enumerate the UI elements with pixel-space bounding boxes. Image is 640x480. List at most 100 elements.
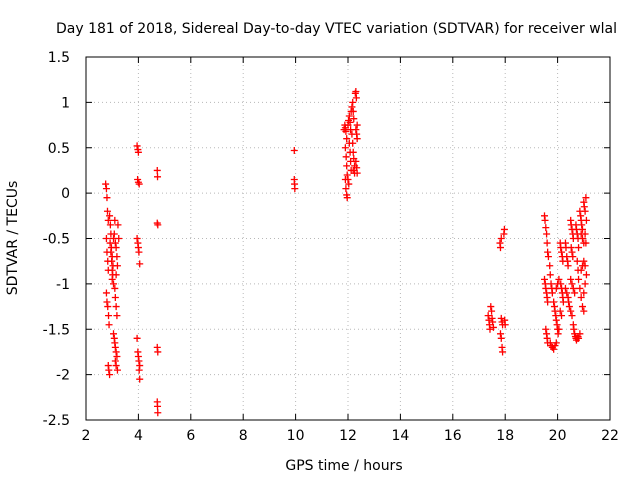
data-point xyxy=(352,87,360,95)
data-point xyxy=(352,157,360,165)
data-point xyxy=(575,244,583,252)
data-point xyxy=(577,293,585,301)
data-point xyxy=(567,244,575,252)
data-point xyxy=(103,298,111,306)
data-point xyxy=(154,409,162,417)
data-point xyxy=(548,289,556,297)
y-tick-labels: -2.5 -2 -1.5 -1 -0.5 0 0.5 1 1.5 xyxy=(43,50,70,429)
data-point xyxy=(580,307,588,315)
data-point xyxy=(563,253,571,261)
data-point xyxy=(572,225,580,233)
data-point xyxy=(106,212,114,220)
x-tick-label: 2 xyxy=(82,428,91,444)
x-tick-label: 18 xyxy=(496,428,514,444)
data-point xyxy=(568,312,576,320)
data-point xyxy=(342,185,350,193)
data-point xyxy=(568,248,576,256)
data-point xyxy=(114,221,122,229)
data-point xyxy=(353,135,361,143)
data-point xyxy=(134,148,142,156)
data-point xyxy=(489,318,497,326)
data-point xyxy=(547,280,555,288)
data-point xyxy=(546,271,554,279)
data-point xyxy=(135,180,143,188)
data-point xyxy=(105,321,113,329)
data-point xyxy=(558,248,566,256)
data-point xyxy=(154,221,162,229)
data-point xyxy=(342,127,350,135)
data-point xyxy=(575,334,583,342)
data-point xyxy=(343,171,351,179)
data-point xyxy=(102,235,110,242)
data-point xyxy=(487,303,495,311)
data-point xyxy=(541,216,549,224)
data-point xyxy=(102,289,110,297)
data-point xyxy=(582,271,590,279)
data-point xyxy=(577,266,585,274)
y-tick-label: 0.5 xyxy=(48,141,70,157)
x-tick-label: 22 xyxy=(601,428,619,444)
data-point xyxy=(578,221,586,229)
data-point xyxy=(499,348,507,356)
data-point xyxy=(497,334,505,342)
data-point xyxy=(552,339,560,347)
data-point xyxy=(108,275,116,283)
data-point xyxy=(568,280,576,288)
data-point xyxy=(105,312,113,320)
data-point xyxy=(290,146,298,154)
chart-title: Day 181 of 2018, Sidereal Day-to-day VTE… xyxy=(56,21,617,37)
y-tick-label: -0.5 xyxy=(43,232,70,248)
data-point xyxy=(349,148,357,156)
data-point xyxy=(569,284,577,292)
data-point xyxy=(112,244,120,252)
data-point xyxy=(576,330,584,338)
x-tick-labels: 2 4 6 8 10 12 14 16 18 20 22 xyxy=(82,428,619,444)
data-point xyxy=(578,235,586,242)
data-point xyxy=(544,253,552,261)
data-point xyxy=(582,216,590,224)
data-point xyxy=(350,115,358,123)
data-point xyxy=(135,248,143,256)
data-point xyxy=(565,298,573,306)
data-point xyxy=(113,366,121,374)
data-point xyxy=(106,371,114,379)
data-point xyxy=(352,126,360,134)
data-point xyxy=(578,225,586,233)
data-point xyxy=(135,357,143,365)
data-point xyxy=(105,366,113,374)
data-point xyxy=(555,325,563,333)
data-point xyxy=(104,216,112,224)
data-point xyxy=(581,230,589,238)
data-point xyxy=(349,98,357,106)
x-tick-label: 20 xyxy=(549,428,567,444)
data-point xyxy=(112,362,120,370)
data-point xyxy=(564,262,572,270)
data-point xyxy=(133,334,141,342)
x-tick-label: 14 xyxy=(391,428,409,444)
data-point xyxy=(488,307,496,315)
x-axis-label: GPS time / hours xyxy=(285,458,402,474)
data-point xyxy=(346,118,354,126)
data-point xyxy=(557,280,565,288)
plot-frame xyxy=(85,56,611,421)
data-point xyxy=(544,298,552,306)
y-tick-label: -1 xyxy=(56,277,70,293)
x-tick-label: 16 xyxy=(444,428,462,444)
data-point xyxy=(550,345,558,353)
data-point xyxy=(113,352,121,360)
data-point xyxy=(550,298,558,306)
data-point xyxy=(103,194,111,202)
data-point xyxy=(581,262,589,270)
data-point xyxy=(111,293,119,301)
data-point xyxy=(154,173,162,181)
data-point xyxy=(343,135,351,143)
data-point xyxy=(565,303,573,311)
data-point xyxy=(580,257,588,265)
data-point xyxy=(353,169,361,177)
y-tick-label: -2 xyxy=(56,368,70,384)
data-point xyxy=(110,280,118,288)
data-point xyxy=(496,244,504,252)
data-point xyxy=(349,107,357,115)
data-point xyxy=(135,366,143,374)
y-tick-label: -1.5 xyxy=(43,322,70,338)
